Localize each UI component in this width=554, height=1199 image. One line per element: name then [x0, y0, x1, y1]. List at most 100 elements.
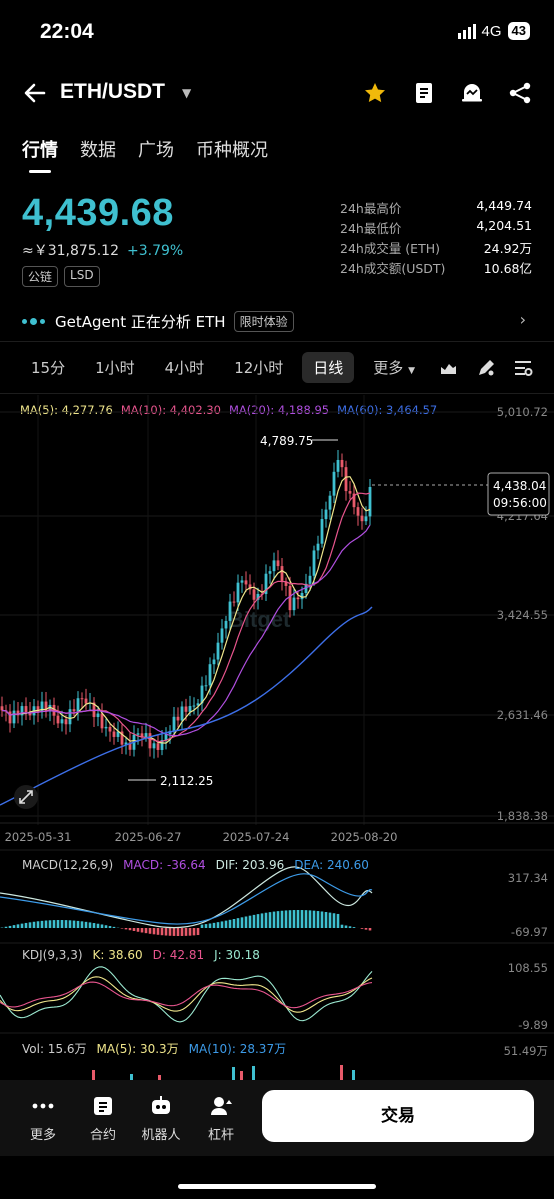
candle-body — [172, 716, 176, 732]
macd-bar — [148, 928, 152, 934]
getagent-banner[interactable]: GetAgent 正在分析 ETH 限时体验 › — [22, 310, 532, 332]
stat-value: 4,449.74 — [476, 198, 532, 213]
tab-square[interactable]: 广场 — [138, 140, 174, 161]
home-indicator — [178, 1184, 376, 1189]
candle-body — [188, 706, 192, 712]
price-alert-icon[interactable] — [459, 80, 485, 106]
candle-body — [56, 715, 60, 724]
candle-body — [160, 740, 164, 750]
macd-bar — [76, 920, 80, 928]
macd-bar — [20, 923, 24, 928]
candle-body — [232, 601, 236, 603]
interval-1d[interactable]: 日线 — [302, 351, 355, 383]
dif-value: DIF: 203.96 — [215, 858, 285, 872]
macd-bar — [44, 920, 48, 928]
nav-contract[interactable]: 合约 — [78, 1094, 128, 1143]
candle-body — [332, 471, 336, 496]
macd-bar — [168, 928, 172, 936]
stat-row: 24h最低价 4,204.51 — [340, 218, 532, 238]
candle-body — [96, 713, 100, 718]
candle-body — [364, 516, 368, 522]
tag-chain[interactable]: 公链 — [22, 266, 59, 287]
coin-tags: 公链 LSD — [22, 266, 100, 287]
tab-data[interactable]: 数据 — [80, 140, 116, 161]
vol-legend: Vol: 15.6万 MA(5): 30.3万 MA(10): 28.37万 — [22, 1040, 286, 1057]
candle-body — [236, 582, 240, 603]
interval-4h[interactable]: 4小时 — [164, 358, 205, 377]
interval-more[interactable]: 更多 ▼ — [373, 358, 416, 377]
chart-type-icon[interactable] — [438, 358, 458, 378]
x-axis-label: 2025-06-27 — [115, 830, 182, 844]
tag-lsd[interactable]: LSD — [64, 266, 100, 287]
macd-bar — [4, 926, 8, 928]
candle-body — [256, 593, 260, 600]
macd-bar — [276, 911, 280, 928]
candle-body — [24, 706, 28, 713]
macd-bar — [360, 928, 364, 929]
candle-body — [104, 726, 108, 729]
candle-body — [148, 733, 152, 749]
kline-chart[interactable]: Bitget 5,010.724,217.643,424.552,631.461… — [0, 395, 554, 1080]
back-arrow-icon[interactable] — [22, 80, 48, 106]
price-change: +3.79% — [126, 243, 184, 259]
favorite-star-icon[interactable] — [362, 80, 388, 106]
ma5-line — [1, 476, 371, 744]
macd-bar — [364, 928, 368, 930]
expand-icon[interactable] — [14, 785, 38, 809]
x-axis-label: 2025-05-31 — [5, 830, 72, 844]
interval-15m[interactable]: 15分 — [31, 358, 66, 377]
tab-overview[interactable]: 币种概况 — [196, 140, 268, 161]
macd-bar — [96, 923, 100, 928]
agent-text: GetAgent 正在分析 ETH — [55, 312, 226, 331]
vol-ma5: MA(5): 30.3万 — [96, 1042, 179, 1056]
macd-bar — [188, 928, 192, 936]
draw-tool-icon[interactable] — [476, 358, 496, 378]
ma-legend: MA(5): 4,277.76 MA(10): 4,402.30 MA(20):… — [20, 403, 437, 417]
candle-body — [0, 706, 4, 711]
macd-bar — [224, 920, 228, 928]
macd-bar — [136, 928, 140, 932]
trade-button[interactable]: 交易 — [262, 1090, 534, 1142]
candle-body — [304, 583, 308, 593]
candle-body — [316, 543, 320, 551]
macd-bar — [312, 910, 316, 928]
macd-bar — [316, 911, 320, 928]
macd-bar — [68, 920, 72, 928]
macd-bar — [232, 918, 236, 928]
indicator-settings-icon[interactable] — [513, 358, 533, 378]
macd-bar — [92, 923, 96, 928]
candle-body — [324, 509, 328, 520]
nav-margin[interactable]: 杠杆 — [196, 1094, 246, 1143]
interval-1h[interactable]: 1小时 — [95, 358, 135, 377]
candle-body — [40, 701, 44, 713]
vol-title: Vol: 15.6万 — [22, 1042, 87, 1056]
candle-body — [164, 734, 168, 741]
macd-bar — [296, 910, 300, 928]
candle-body — [136, 733, 140, 735]
candle-body — [120, 731, 124, 745]
candle-body — [128, 742, 132, 750]
pair-title[interactable]: ETH/USDT — [60, 80, 165, 103]
macd-bar — [268, 912, 272, 928]
candle-body — [272, 560, 276, 572]
bitget-watermark: Bitget — [228, 607, 291, 632]
more-dots-icon — [32, 1103, 54, 1109]
macd-bar — [60, 920, 64, 928]
notes-icon[interactable] — [411, 80, 437, 106]
macd-bar — [24, 922, 28, 928]
countdown: 09:56:00 — [493, 496, 547, 510]
macd-bar — [128, 928, 132, 931]
tab-market[interactable]: 行情 — [22, 140, 58, 161]
stat-label: 24h最低价 — [340, 221, 402, 236]
nav-more[interactable]: 更多 — [18, 1094, 68, 1143]
battery-icon: 43 — [507, 22, 530, 40]
last-price: 4,439.68 — [22, 192, 174, 234]
nav-bot[interactable]: 机器人 — [136, 1094, 186, 1143]
interval-12h[interactable]: 12小时 — [234, 358, 284, 377]
candle-body — [244, 580, 248, 585]
pair-dropdown-icon[interactable]: ▼ — [182, 86, 192, 100]
macd-bar — [40, 920, 44, 928]
share-icon[interactable] — [507, 80, 533, 106]
candle-body — [336, 459, 340, 472]
stat-row: 24h最高价 4,449.74 — [340, 198, 532, 218]
